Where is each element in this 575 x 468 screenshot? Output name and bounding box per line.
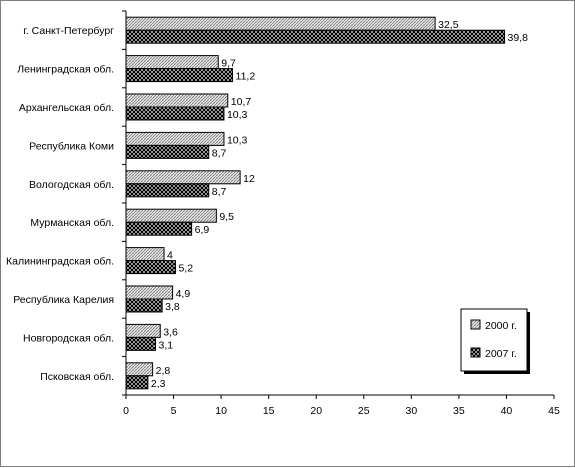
category-label: Новгородская обл. xyxy=(23,332,114,344)
x-tick-label: 30 xyxy=(405,405,417,417)
bar-2007 xyxy=(125,183,210,198)
data-label: 11,2 xyxy=(236,71,256,83)
legend-swatch-2007 xyxy=(470,347,481,358)
bar-2000 xyxy=(125,131,225,146)
x-tick-label: 25 xyxy=(358,405,370,417)
data-label: 10,3 xyxy=(227,109,248,121)
data-label: 4,9 xyxy=(176,288,191,300)
bar-2007 xyxy=(125,29,506,44)
data-label: 32,5 xyxy=(438,19,459,31)
data-label: 6,9 xyxy=(195,224,210,236)
data-label: 4 xyxy=(167,250,173,262)
bar-2000 xyxy=(125,16,436,31)
data-label: 2,3 xyxy=(151,378,166,390)
data-label: 10,3 xyxy=(227,134,248,146)
legend-box xyxy=(460,308,528,372)
category-label: г. Санкт-Петербург xyxy=(23,25,114,37)
data-label: 2,8 xyxy=(156,365,171,377)
data-label: 3,6 xyxy=(163,326,178,338)
data-label: 3,1 xyxy=(158,339,173,351)
data-label: 39,8 xyxy=(508,32,529,44)
bar-2000 xyxy=(125,247,165,262)
bar-2007 xyxy=(125,106,225,121)
x-tick-label: 15 xyxy=(263,405,275,417)
category-label: Республика Карелия xyxy=(13,294,114,306)
bar-2007 xyxy=(125,68,234,83)
bar-2007 xyxy=(125,144,210,159)
data-label: 9,5 xyxy=(219,211,234,223)
x-tick-label: 40 xyxy=(501,405,513,417)
x-tick-label: 20 xyxy=(310,405,322,417)
bar-2007 xyxy=(125,260,176,275)
category-label: Псковская обл. xyxy=(40,371,114,383)
data-label: 9,7 xyxy=(221,58,236,70)
category-label: Мурманская обл. xyxy=(30,217,114,229)
bar-2007 xyxy=(125,375,149,390)
x-tick-label: 10 xyxy=(215,405,227,417)
bar-2000 xyxy=(125,170,241,185)
x-tick-label: 5 xyxy=(171,405,177,417)
category-label: Архангельская обл. xyxy=(19,102,114,114)
bar-2007 xyxy=(125,221,193,236)
legend-label: 2007 г. xyxy=(485,348,517,360)
data-label: 8,7 xyxy=(212,147,227,159)
legend-label: 2000 г. xyxy=(485,320,517,332)
legend: 2000 г. 2007 г. xyxy=(460,308,530,374)
category-label: Республика Коми xyxy=(29,140,114,152)
data-label: 12 xyxy=(243,173,255,185)
category-label: Ленинградская обл. xyxy=(17,64,114,76)
category-label: Вологодская обл. xyxy=(29,179,114,191)
legend-swatch-2000 xyxy=(470,319,481,330)
x-tick-label: 45 xyxy=(548,405,560,417)
bar-2000 xyxy=(125,55,219,70)
data-label: 10,7 xyxy=(231,96,252,108)
bar-2000 xyxy=(125,362,154,377)
bar-2000 xyxy=(125,285,174,300)
bar-2000 xyxy=(125,208,217,223)
data-label: 5,2 xyxy=(178,263,193,275)
category-label: Калининградская обл. xyxy=(6,256,114,268)
bar-2007 xyxy=(125,298,163,313)
bar-2000 xyxy=(125,323,161,338)
data-label: 8,7 xyxy=(212,186,227,198)
x-tick-label: 0 xyxy=(123,405,129,417)
bar-2000 xyxy=(125,93,229,108)
plot-area: 0 5 10 15 20 25 30 35 40 45 г. Санкт-Петербург 32,5… xyxy=(6,10,560,417)
x-tick-label: 35 xyxy=(453,405,465,417)
bar-2007 xyxy=(125,336,156,351)
data-label: 3,8 xyxy=(165,301,180,313)
